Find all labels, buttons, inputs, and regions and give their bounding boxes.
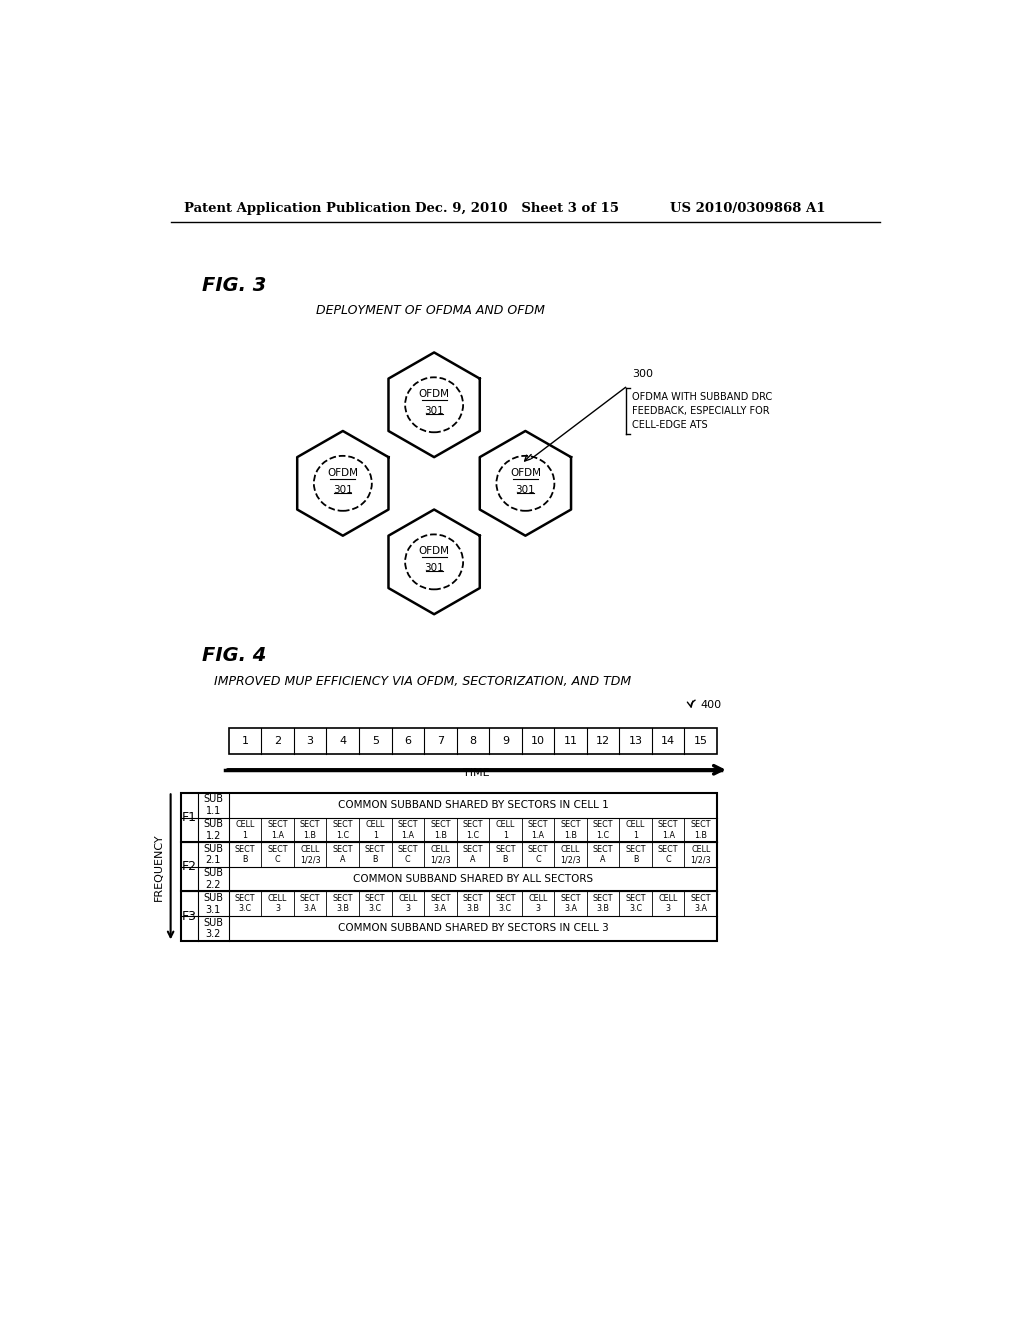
Text: FREQUENCY: FREQUENCY [154, 833, 164, 900]
Text: SUB
2.2: SUB 2.2 [203, 869, 223, 890]
Text: IMPROVED MUP EFFICIENCY VIA OFDM, SECTORIZATION, AND TDM: IMPROVED MUP EFFICIENCY VIA OFDM, SECTOR… [214, 676, 631, 689]
Text: SECT
3.C: SECT 3.C [626, 894, 646, 913]
Text: 5: 5 [372, 737, 379, 746]
Text: SECT
C: SECT C [658, 845, 679, 865]
Text: 2: 2 [274, 737, 282, 746]
Text: CELL
3: CELL 3 [398, 894, 418, 913]
Bar [228, 729, 717, 755]
Text: SECT
3.B: SECT 3.B [463, 894, 483, 913]
Text: SECT
3.A: SECT 3.A [560, 894, 581, 913]
Text: OFDM: OFDM [419, 546, 450, 557]
Text: CELL
1: CELL 1 [366, 820, 385, 840]
Text: SECT
A: SECT A [593, 845, 613, 865]
Text: SECT
B: SECT B [234, 845, 255, 865]
Text: DEPLOYMENT OF OFDMA AND OFDM: DEPLOYMENT OF OFDMA AND OFDM [315, 305, 545, 317]
Text: 301: 301 [424, 564, 444, 573]
Text: CELL
1/2/3: CELL 1/2/3 [690, 845, 711, 865]
Text: 9: 9 [502, 737, 509, 746]
Text: SECT
C: SECT C [267, 845, 288, 865]
Text: SECT
1.C: SECT 1.C [463, 820, 483, 840]
Text: SUB
3.1: SUB 3.1 [203, 892, 223, 915]
Text: COMMON SUBBAND SHARED BY SECTORS IN CELL 1: COMMON SUBBAND SHARED BY SECTORS IN CELL… [338, 800, 608, 810]
Text: SECT
1.A: SECT 1.A [397, 820, 418, 840]
Text: SECT
B: SECT B [496, 845, 516, 865]
Text: SECT
1.B: SECT 1.B [690, 820, 711, 840]
Text: CELL
3: CELL 3 [528, 894, 548, 913]
Text: SECT
3.C: SECT 3.C [234, 894, 255, 913]
Text: F1: F1 [181, 810, 197, 824]
Text: SECT
3.A: SECT 3.A [690, 894, 711, 913]
Text: 13: 13 [629, 737, 643, 746]
Text: SECT
3.A: SECT 3.A [300, 894, 321, 913]
Text: SECT
1.A: SECT 1.A [527, 820, 548, 840]
Text: 11: 11 [563, 737, 578, 746]
Text: CELL
1/2/3: CELL 1/2/3 [430, 845, 451, 865]
Text: FIG. 3: FIG. 3 [202, 276, 266, 294]
Text: SECT
1.B: SECT 1.B [560, 820, 581, 840]
Text: US 2010/0309868 A1: US 2010/0309868 A1 [671, 202, 826, 215]
Text: 4: 4 [339, 737, 346, 746]
Text: 14: 14 [662, 737, 675, 746]
Text: SECT
1.C: SECT 1.C [593, 820, 613, 840]
Text: SECT
C: SECT C [527, 845, 548, 865]
Text: CELL
1/2/3: CELL 1/2/3 [300, 845, 321, 865]
Text: OFDM: OFDM [328, 469, 358, 478]
Text: TIME: TIME [464, 768, 490, 779]
Bar [180, 793, 717, 941]
Text: OFDMA WITH SUBBAND DRC
FEEDBACK, ESPECIALLY FOR
CELL-EDGE ATS: OFDMA WITH SUBBAND DRC FEEDBACK, ESPECIA… [632, 392, 772, 430]
Text: F3: F3 [181, 909, 197, 923]
Text: COMMON SUBBAND SHARED BY ALL SECTORS: COMMON SUBBAND SHARED BY ALL SECTORS [353, 874, 593, 884]
Text: 15: 15 [693, 737, 708, 746]
Text: 301: 301 [515, 484, 536, 495]
Text: SUB
1.1: SUB 1.1 [203, 795, 223, 816]
Text: SECT
3.B: SECT 3.B [333, 894, 353, 913]
Text: 3: 3 [306, 737, 313, 746]
Text: SUB
1.2: SUB 1.2 [203, 818, 223, 841]
Text: 301: 301 [333, 484, 352, 495]
Text: CELL
1: CELL 1 [496, 820, 515, 840]
Text: Dec. 9, 2010   Sheet 3 of 15: Dec. 9, 2010 Sheet 3 of 15 [415, 202, 618, 215]
Text: OFDM: OFDM [510, 469, 541, 478]
Text: SECT
B: SECT B [365, 845, 385, 865]
Text: FIG. 4: FIG. 4 [202, 645, 266, 664]
Text: 301: 301 [424, 407, 444, 416]
Text: 8: 8 [469, 737, 476, 746]
Text: SECT
1.A: SECT 1.A [267, 820, 288, 840]
Text: SECT
3.C: SECT 3.C [496, 894, 516, 913]
Text: F2: F2 [181, 861, 197, 874]
Text: 400: 400 [700, 700, 721, 710]
Text: SECT
1.B: SECT 1.B [300, 820, 321, 840]
Text: SECT
1.A: SECT 1.A [658, 820, 679, 840]
Text: 12: 12 [596, 737, 610, 746]
Text: SUB
3.2: SUB 3.2 [203, 917, 223, 940]
Text: CELL
3: CELL 3 [268, 894, 288, 913]
Text: Patent Application Publication: Patent Application Publication [183, 202, 411, 215]
Text: SECT
3.A: SECT 3.A [430, 894, 451, 913]
Text: 7: 7 [437, 737, 443, 746]
Text: 300: 300 [632, 370, 652, 379]
Text: SECT
1.B: SECT 1.B [430, 820, 451, 840]
Text: SECT
A: SECT A [333, 845, 353, 865]
Text: 10: 10 [531, 737, 545, 746]
Text: SECT
3.C: SECT 3.C [365, 894, 385, 913]
Text: CELL
1: CELL 1 [236, 820, 255, 840]
Text: OFDM: OFDM [419, 389, 450, 400]
Text: SECT
C: SECT C [397, 845, 418, 865]
Text: SECT
B: SECT B [626, 845, 646, 865]
Text: SUB
2.1: SUB 2.1 [203, 843, 223, 866]
Text: SECT
3.B: SECT 3.B [593, 894, 613, 913]
Text: 1: 1 [242, 737, 249, 746]
Text: SECT
1.C: SECT 1.C [333, 820, 353, 840]
Text: COMMON SUBBAND SHARED BY SECTORS IN CELL 3: COMMON SUBBAND SHARED BY SECTORS IN CELL… [338, 924, 608, 933]
Text: 6: 6 [404, 737, 412, 746]
Text: CELL
1: CELL 1 [626, 820, 645, 840]
Text: CELL
3: CELL 3 [658, 894, 678, 913]
Text: SECT
A: SECT A [463, 845, 483, 865]
Text: CELL
1/2/3: CELL 1/2/3 [560, 845, 581, 865]
